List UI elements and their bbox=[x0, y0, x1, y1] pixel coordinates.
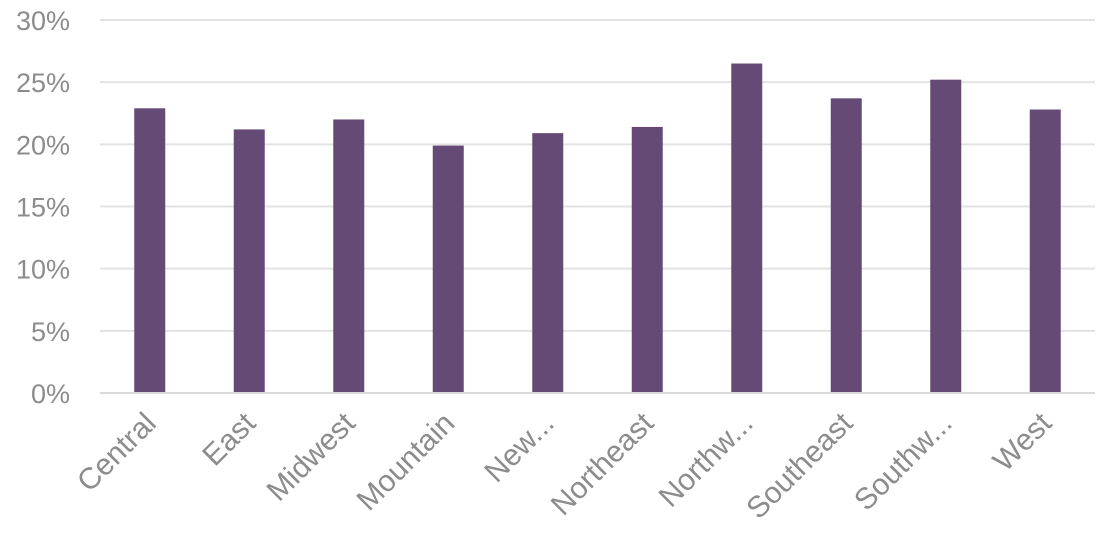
bar bbox=[731, 63, 763, 394]
y-tick-label: 30% bbox=[16, 6, 70, 36]
x-tick-label: Central bbox=[71, 407, 163, 499]
bar bbox=[233, 129, 265, 393]
x-tick-label: East bbox=[196, 406, 262, 472]
x-tick-label: New... bbox=[478, 407, 560, 489]
y-tick-label: 10% bbox=[16, 255, 70, 285]
y-tick-label: 5% bbox=[31, 317, 70, 347]
y-tick-label: 25% bbox=[16, 68, 70, 98]
bars bbox=[134, 63, 1061, 394]
bar bbox=[830, 98, 862, 393]
bar bbox=[333, 119, 365, 393]
bar bbox=[432, 145, 464, 393]
bar bbox=[532, 133, 564, 394]
x-tick-label: Southeast bbox=[740, 406, 859, 525]
y-axis-tick-labels: 0% 5% 10% 15% 20% 25% 30% bbox=[16, 6, 70, 409]
x-tick-label: West bbox=[987, 406, 1059, 478]
bar bbox=[1029, 109, 1061, 394]
x-tick-label: Northeast bbox=[545, 406, 661, 522]
y-tick-label: 15% bbox=[16, 193, 70, 223]
bar bbox=[631, 126, 663, 393]
bar bbox=[930, 79, 962, 394]
bar bbox=[134, 108, 166, 393]
x-tick-label: Midwest bbox=[261, 406, 363, 508]
y-tick-label: 0% bbox=[31, 379, 70, 409]
gridlines bbox=[100, 19, 1095, 332]
x-tick-label: Southw... bbox=[848, 407, 959, 518]
x-tick-label: Mountain bbox=[351, 407, 462, 518]
y-tick-label: 20% bbox=[16, 130, 70, 160]
